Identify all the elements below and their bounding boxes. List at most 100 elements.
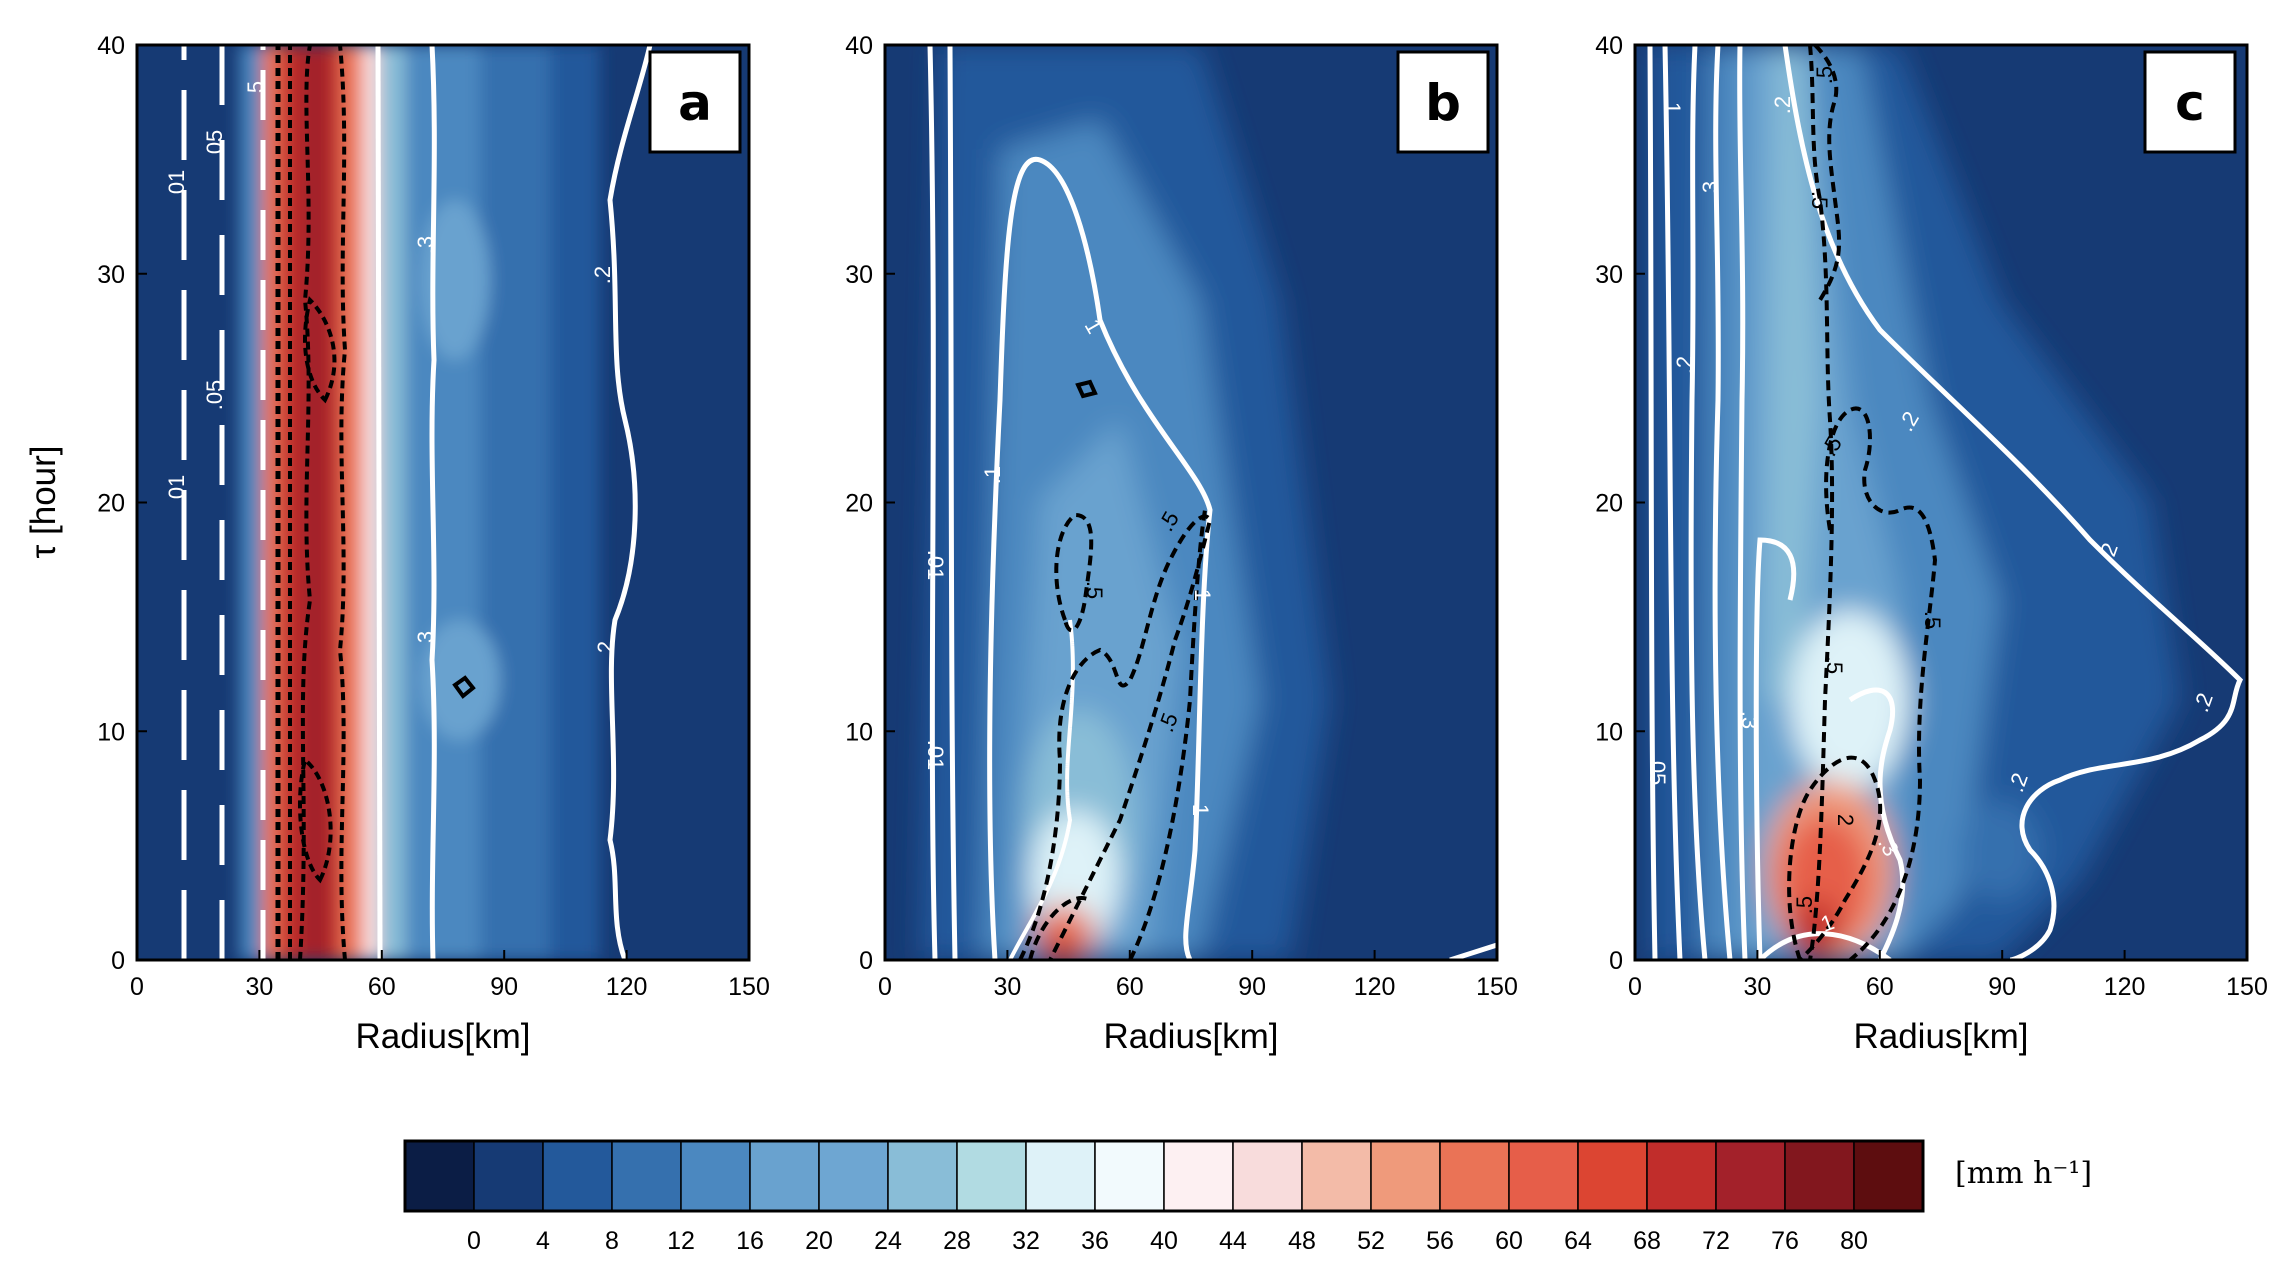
- x-tick-label: 60: [1866, 973, 1894, 1001]
- x-tick-label: 60: [1116, 973, 1144, 1001]
- colorbar-unit: [mm h⁻¹]: [1955, 1156, 2092, 1191]
- colorbar-cell: [1508, 1140, 1579, 1212]
- svg-text:.5: .5: [243, 81, 268, 99]
- colorbar-cell: [749, 1140, 820, 1212]
- svg-text:.05: .05: [202, 130, 227, 161]
- svg-text:.05: .05: [202, 380, 227, 411]
- colorbar-cell: [1784, 1140, 1855, 1212]
- x-tick-label: 90: [1238, 973, 1266, 1001]
- colorbar-tick-label: 40: [1150, 1227, 1178, 1255]
- x-tick-label: 150: [728, 973, 770, 1001]
- x-tick-label: 120: [606, 973, 648, 1001]
- colorbar-cell: [818, 1140, 889, 1212]
- x-tick-label: 30: [993, 973, 1021, 1001]
- panel-b-letter-box: b: [1396, 50, 1490, 154]
- colorbar-tick-label: 24: [874, 1227, 902, 1255]
- y-tick-label: 20: [97, 490, 125, 518]
- colorbar-tick-label: 60: [1495, 1227, 1523, 1255]
- y-tick-label: 0: [859, 947, 873, 975]
- svg-text:.2: .2: [590, 266, 615, 284]
- x-tick-label: 120: [2104, 973, 2146, 1001]
- colorbar: 0 4 8 12 16 20 24 28 32 36 40 44 48 52 56 60 64 68 72 76 80 …: [403, 1139, 2092, 1255]
- svg-text:.5: .5: [1920, 611, 1945, 629]
- x-tick-label: 30: [245, 973, 273, 1001]
- x-tick-label: 90: [490, 973, 518, 1001]
- svg-text:.5: .5: [1807, 191, 1832, 209]
- panel-c-field: [1635, 45, 2247, 960]
- panel-c-xlabel: Radius[km]: [1853, 1017, 2028, 1056]
- y-tick-label: 30: [97, 261, 125, 289]
- colorbar-cell: [1232, 1140, 1303, 1212]
- colorbar-tick-label: 32: [1012, 1227, 1040, 1255]
- panel-a: .01 .01 .05 .05 .5 .3 .3 .2 .2 a 0 30 60 90…: [24, 32, 770, 1056]
- colorbar-cell: [611, 1140, 682, 1212]
- svg-text:.01: .01: [923, 740, 948, 771]
- colorbar-tick-label: 68: [1633, 1227, 1661, 1255]
- panel-a-contours: [181, 45, 653, 960]
- x-tick-label: 60: [368, 973, 396, 1001]
- colorbar-tick-label: 76: [1771, 1227, 1799, 1255]
- svg-text:.01: .01: [923, 550, 948, 581]
- y-tick-label: 40: [845, 32, 873, 60]
- panel-c-letter-box: c: [2143, 50, 2237, 154]
- y-tick-label: 0: [111, 947, 125, 975]
- x-tick-label: 150: [1476, 973, 1518, 1001]
- colorbar-tick-label: 72: [1702, 1227, 1730, 1255]
- colorbar-cell: [473, 1140, 544, 1212]
- colorbar-tick-label: 48: [1288, 1227, 1316, 1255]
- y-tick-label: 10: [1595, 718, 1623, 746]
- panel-c-contours: [1647, 45, 2244, 960]
- colorbar-tick-labels: 0 4 8 12 16 20 24 28 32 36 40 44 48 52 56 60 64 68 72 76 80: [467, 1227, 1868, 1255]
- colorbar-cell: [1577, 1140, 1648, 1212]
- svg-text:2: 2: [1833, 814, 1858, 826]
- colorbar-tick-label: 36: [1081, 1227, 1109, 1255]
- svg-text:.3: .3: [1737, 711, 1762, 729]
- svg-text:.2: .2: [1672, 356, 1697, 374]
- svg-text:1: 1: [1190, 589, 1215, 601]
- colorbar-cell: [680, 1140, 751, 1212]
- panel-c: .1 .2 .05 .3 .3 .2 .2 .2 .2 .2 .5 .5 .5 …: [1595, 32, 2268, 1056]
- svg-text:.5: .5: [1792, 896, 1817, 914]
- svg-text:.5: .5: [1082, 581, 1107, 599]
- svg-text:.05: .05: [1645, 755, 1670, 786]
- y-tick-label: 10: [845, 718, 873, 746]
- x-tick-label: 120: [1354, 973, 1396, 1001]
- svg-text:1: 1: [1188, 804, 1213, 816]
- panel-b-field: [885, 45, 1497, 960]
- colorbar-cell: [542, 1140, 613, 1212]
- colorbar-cell: [1646, 1140, 1717, 1212]
- colorbar-tick-label: 80: [1840, 1227, 1868, 1255]
- colorbar-cell: [1370, 1140, 1441, 1212]
- colorbar-cell: [1301, 1140, 1372, 1212]
- colorbar-cell: [1439, 1140, 1510, 1212]
- panel-b-letter: b: [1425, 74, 1461, 132]
- panel-a-letter-box: a: [648, 50, 742, 154]
- svg-text:.01: .01: [164, 475, 189, 506]
- colorbar-tick-label: 4: [536, 1227, 550, 1255]
- svg-text:.3: .3: [413, 236, 438, 254]
- colorbar-tick-label: 56: [1426, 1227, 1454, 1255]
- colorbar-tick-label: 20: [805, 1227, 833, 1255]
- colorbar-tick-label: 8: [605, 1227, 619, 1255]
- colorbar-cell: [956, 1140, 1027, 1212]
- x-tick-label: 90: [1988, 973, 2016, 1001]
- svg-text:.1: .1: [980, 466, 1005, 484]
- colorbar-cell: [1094, 1140, 1165, 1212]
- panel-b-contours: [927, 45, 1497, 960]
- panel-a-letter: a: [678, 74, 712, 132]
- panel-b: .01 .01 .1 1 1 1 .5 .5 .5 b 0 30 60 90 120 15…: [845, 32, 1518, 1056]
- svg-text:.5: .5: [1812, 66, 1837, 84]
- svg-text:.5: .5: [1822, 656, 1847, 674]
- colorbar-cell: [1853, 1140, 1924, 1212]
- y-tick-label: 30: [1595, 261, 1623, 289]
- x-tick-label: 0: [130, 973, 144, 1001]
- svg-text:.2: .2: [1770, 96, 1795, 114]
- svg-text:.01: .01: [164, 170, 189, 201]
- panel-a-xlabel: Radius[km]: [355, 1017, 530, 1056]
- y-tick-label: 20: [845, 490, 873, 518]
- colorbar-tick-label: 16: [736, 1227, 764, 1255]
- colorbar-cells: [404, 1140, 1924, 1212]
- colorbar-cell: [404, 1140, 475, 1212]
- colorbar-cell: [887, 1140, 958, 1212]
